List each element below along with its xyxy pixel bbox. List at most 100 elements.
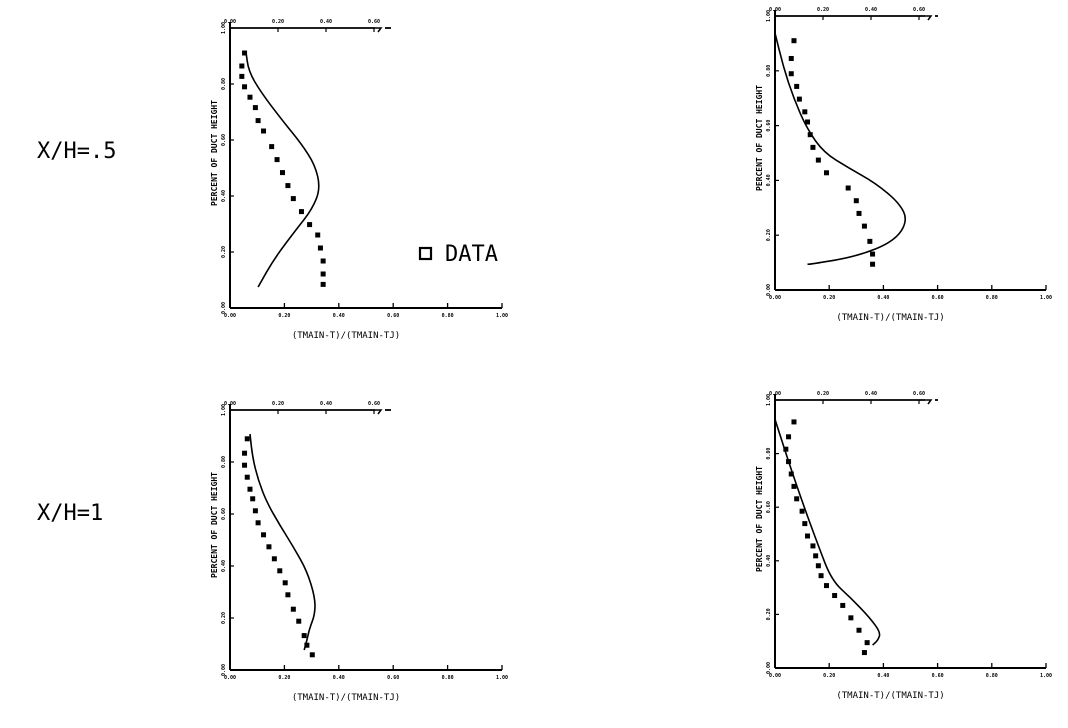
data-point — [853, 198, 859, 204]
data-point — [285, 592, 291, 598]
data-point — [244, 436, 250, 442]
y-tick-label: 0.60 — [221, 508, 227, 520]
top-tick-label: 0.00 — [224, 19, 236, 25]
x-axis-label: (TMAIN-T)/(TMAIN-TJ) — [292, 693, 400, 703]
data-point — [244, 474, 250, 480]
y-axis-label: PERCENT OF DUCT HEIGHT — [755, 85, 764, 191]
data-point — [266, 544, 272, 550]
model-curve — [249, 433, 316, 651]
top-tick-label: 0.00 — [769, 391, 781, 397]
data-point — [296, 618, 302, 624]
x-tick-label: 0.00 — [769, 295, 781, 301]
x-tick-label: 0.40 — [877, 673, 889, 679]
data-point — [304, 642, 310, 648]
y-tick-label: 0.00 — [221, 664, 227, 676]
chart-panel-2: 0.00 0.20 0.40 0.60 0.80 1.000.00 0.20 0.40 0.60… — [755, 7, 1052, 323]
data-point — [298, 209, 304, 215]
top-tick-label: 0.20 — [272, 19, 284, 25]
x-tick-label: 0.40 — [877, 295, 889, 301]
y-tick-label: 0.80 — [766, 65, 772, 77]
x-tick-label: 0.60 — [932, 295, 944, 301]
data-point — [252, 508, 258, 514]
data-point — [802, 521, 808, 527]
data-point — [845, 185, 851, 191]
data-point — [818, 573, 824, 579]
data-point — [320, 258, 326, 264]
y-tick-label: 0.80 — [221, 78, 227, 90]
data-point — [815, 157, 821, 163]
data-point — [242, 84, 248, 90]
x-tick-label: 0.60 — [387, 313, 399, 319]
y-tick-label: 0.40 — [766, 174, 772, 186]
y-tick-label: 0.00 — [766, 662, 772, 674]
top-tick-label: 0.40 — [865, 391, 877, 397]
y-tick-label: 1.00 — [221, 22, 227, 34]
row-label-x-h-1: X/H=1 — [37, 501, 103, 526]
y-axis-label: PERCENT OF DUCT HEIGHT — [210, 100, 219, 206]
chart-panel-1: 0.00 0.20 0.40 0.60 0.80 1.000.00 0.20 0.40 0.60… — [210, 19, 508, 341]
data-point — [794, 496, 800, 502]
y-axis-label: PERCENT OF DUCT HEIGHT — [210, 472, 219, 578]
y-tick-label: 0.00 — [766, 284, 772, 296]
data-point — [282, 580, 288, 586]
data-point — [870, 251, 876, 257]
data-point — [788, 471, 794, 477]
x-tick-label: 1.00 — [1040, 673, 1052, 679]
data-point — [315, 232, 321, 238]
y-axis-label: PERCENT OF DUCT HEIGHT — [755, 466, 764, 572]
data-point — [870, 261, 876, 267]
data-point — [317, 245, 323, 251]
model-curve — [774, 32, 907, 265]
data-point — [815, 563, 821, 569]
x-tick-label: 0.40 — [333, 675, 345, 681]
data-point — [856, 627, 862, 633]
data-point — [848, 615, 854, 621]
data-point — [242, 462, 248, 468]
data-point — [796, 96, 802, 102]
top-tick-label: 0.40 — [865, 7, 877, 13]
x-tick-label: 0.20 — [823, 673, 835, 679]
x-tick-label: 0.80 — [442, 675, 454, 681]
data-point — [791, 38, 797, 44]
data-point — [788, 55, 794, 61]
data-point — [247, 94, 253, 100]
axis-break-mark — [925, 15, 933, 21]
y-tick-label: 0.60 — [766, 501, 772, 513]
x-tick-label: 0.80 — [442, 313, 454, 319]
data-point — [290, 606, 296, 612]
model-curve — [245, 51, 320, 288]
top-tick-label: 0.20 — [817, 391, 829, 397]
chart-panel-3: 0.00 0.20 0.40 0.60 0.80 1.000.00 0.20 0.40 0.60… — [210, 401, 508, 703]
top-tick-label: 0.60 — [913, 7, 925, 13]
x-tick-label: 1.00 — [496, 675, 508, 681]
y-tick-label: 0.20 — [221, 612, 227, 624]
x-tick-label: 1.00 — [1040, 295, 1052, 301]
data-point — [301, 633, 307, 639]
data-point — [320, 281, 326, 287]
top-tick-label: 0.40 — [320, 401, 332, 407]
data-point — [805, 119, 811, 125]
x-tick-label: 0.60 — [387, 675, 399, 681]
top-tick-label: 0.40 — [320, 19, 332, 25]
data-point — [856, 210, 862, 216]
chart-panel-4: 0.00 0.20 0.40 0.60 0.80 1.000.00 0.20 0.40 0.60… — [755, 391, 1052, 701]
data-point — [786, 459, 792, 465]
data-point — [261, 532, 267, 538]
data-point — [242, 450, 248, 456]
x-tick-label: 0.80 — [986, 673, 998, 679]
data-point — [239, 63, 245, 69]
y-tick-label: 1.00 — [766, 394, 772, 406]
legend-marker-square-icon — [418, 246, 433, 261]
top-tick-label: 0.00 — [224, 401, 236, 407]
axis-break-mark — [925, 399, 933, 405]
y-tick-label: 0.40 — [766, 555, 772, 567]
data-point — [285, 183, 291, 189]
data-point — [277, 568, 283, 574]
data-point — [269, 144, 275, 150]
data-point — [791, 483, 797, 489]
y-tick-label: 0.40 — [221, 190, 227, 202]
data-point — [247, 486, 253, 492]
x-tick-label: 0.80 — [986, 295, 998, 301]
top-tick-label: 0.60 — [368, 401, 380, 407]
